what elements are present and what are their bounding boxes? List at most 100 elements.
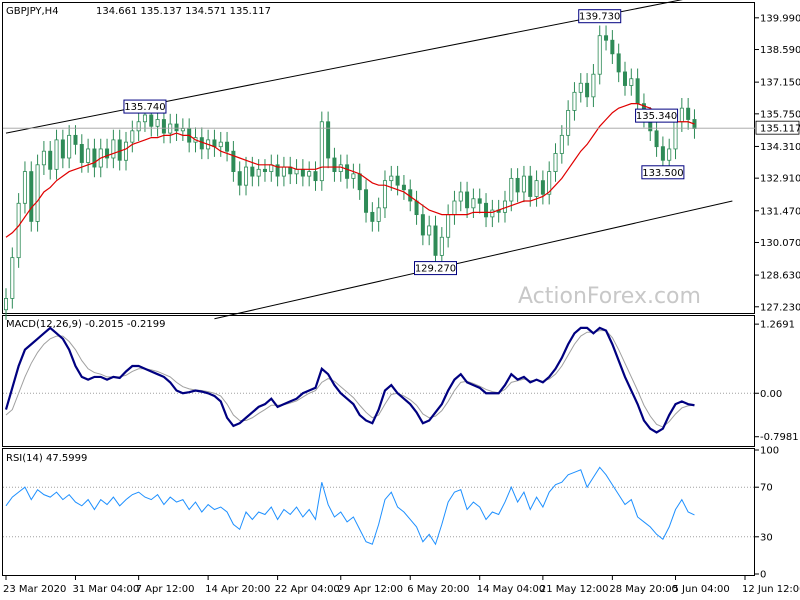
rsi-line	[5, 466, 695, 546]
candle-body	[686, 107, 691, 120]
channel-lower-line	[214, 200, 733, 320]
candle-body	[401, 184, 406, 191]
candle-body	[389, 175, 394, 182]
price-y-tick-label: 127.230	[760, 302, 800, 313]
annotation-label: 129.270	[415, 264, 456, 275]
candle-body	[161, 119, 166, 134]
candle-body	[86, 148, 91, 163]
candle-body	[332, 157, 337, 172]
annotation-label: 133.500	[642, 168, 683, 179]
candle-body	[585, 82, 590, 98]
candle-body	[250, 166, 255, 177]
candle-body	[566, 110, 571, 136]
candle-body	[471, 198, 476, 209]
macd-y-tick-label: -0.7981	[760, 432, 799, 443]
candle-body	[427, 225, 432, 236]
candle-body	[281, 166, 286, 177]
candle-body	[673, 121, 678, 150]
price-y-tick-label: 132.910	[760, 174, 800, 185]
candle-body	[10, 257, 15, 299]
price-current-marker: 135.117	[3, 120, 800, 135]
candle-body	[458, 191, 463, 202]
candle-body	[4, 298, 9, 311]
candle-body	[300, 168, 305, 177]
candle-body	[679, 107, 684, 123]
x-tick-label: 29 Apr 12:00	[338, 584, 403, 595]
candle-body	[111, 139, 116, 159]
candle-body	[578, 82, 583, 93]
price-sma-line	[5, 103, 695, 238]
annotation-box	[635, 108, 679, 123]
price-candles	[4, 25, 697, 320]
x-tick-label: 23 Mar 2020	[3, 584, 66, 595]
candle-body	[370, 211, 375, 222]
candle-body	[319, 121, 324, 182]
candle-body	[16, 202, 21, 259]
rsi-panel-title: RSI(14) 47.5999	[6, 453, 87, 464]
rsi-panel-frame	[2, 448, 755, 576]
candle-body	[105, 148, 110, 159]
candle-body	[60, 139, 65, 159]
candle-body	[244, 166, 249, 186]
candle-body	[294, 168, 299, 175]
candle-body	[180, 128, 185, 132]
candle-body	[540, 180, 545, 195]
candle-body	[275, 164, 280, 177]
price-y-tick-label: 139.990	[760, 13, 800, 24]
candle-body	[41, 150, 46, 166]
candle-body	[256, 168, 261, 177]
candle-body	[597, 35, 602, 75]
candle-body	[29, 171, 34, 222]
candle-body	[446, 214, 451, 238]
candle-body	[553, 153, 558, 172]
candle-body	[604, 35, 609, 41]
macd-lines	[4, 326, 695, 434]
rsi-y-tick-label: 70	[760, 483, 773, 494]
candle-body	[35, 164, 40, 222]
candle-body	[313, 171, 318, 182]
candle-body	[225, 141, 230, 152]
candle-body	[616, 53, 621, 73]
macd-y-tick-label: 1.2691	[760, 320, 795, 331]
current-price-box	[755, 120, 800, 135]
x-tick-label: 31 Mar 04:00	[72, 584, 139, 595]
candle-body	[117, 139, 122, 161]
x-tick-label: 14 May 04:00	[477, 584, 546, 595]
x-tick-label: 21 May 12:00	[540, 584, 609, 595]
candle-body	[484, 202, 489, 218]
macd-panel-frame	[2, 315, 755, 447]
x-tick-label: 28 May 20:00	[609, 584, 678, 595]
candle-body	[502, 200, 507, 213]
x-tick-label: 12 Jun 12:00	[742, 584, 800, 595]
candle-body	[433, 225, 438, 256]
price-y-tick-label: 128.630	[760, 271, 800, 282]
price-y-tick-label: 130.070	[760, 238, 800, 249]
rsi-y-tick-label: 0	[760, 570, 766, 581]
candle-body	[629, 78, 634, 86]
price-y-tick-label: 137.150	[760, 78, 800, 89]
sma-line	[5, 103, 695, 238]
price-y-axis: 139.990 138.590 137.150 135.750 134.310 132.9…	[755, 13, 800, 313]
annotation-box	[578, 9, 622, 24]
x-tick-label: 5 Jun 04:00	[673, 584, 730, 595]
candle-body	[521, 175, 526, 193]
candle-body	[142, 114, 147, 123]
candle-body	[654, 130, 659, 148]
candle-body	[130, 130, 135, 143]
candle-body	[262, 168, 267, 172]
candle-body	[345, 164, 350, 179]
candle-body	[610, 39, 615, 55]
candle-body	[357, 173, 362, 191]
candle-body	[414, 200, 419, 216]
candle-body	[54, 139, 59, 170]
x-tick-label: 7 Apr 12:00	[136, 584, 195, 595]
x-tick-label: 22 Apr 04:00	[275, 584, 340, 595]
candle-body	[237, 171, 242, 186]
candle-body	[218, 141, 223, 148]
candle-body	[572, 91, 577, 111]
rsi-y-axis: 100 70 30 0	[3, 446, 779, 581]
rsi-lines	[5, 466, 695, 546]
candle-body	[364, 189, 369, 213]
candle-body	[48, 150, 53, 170]
